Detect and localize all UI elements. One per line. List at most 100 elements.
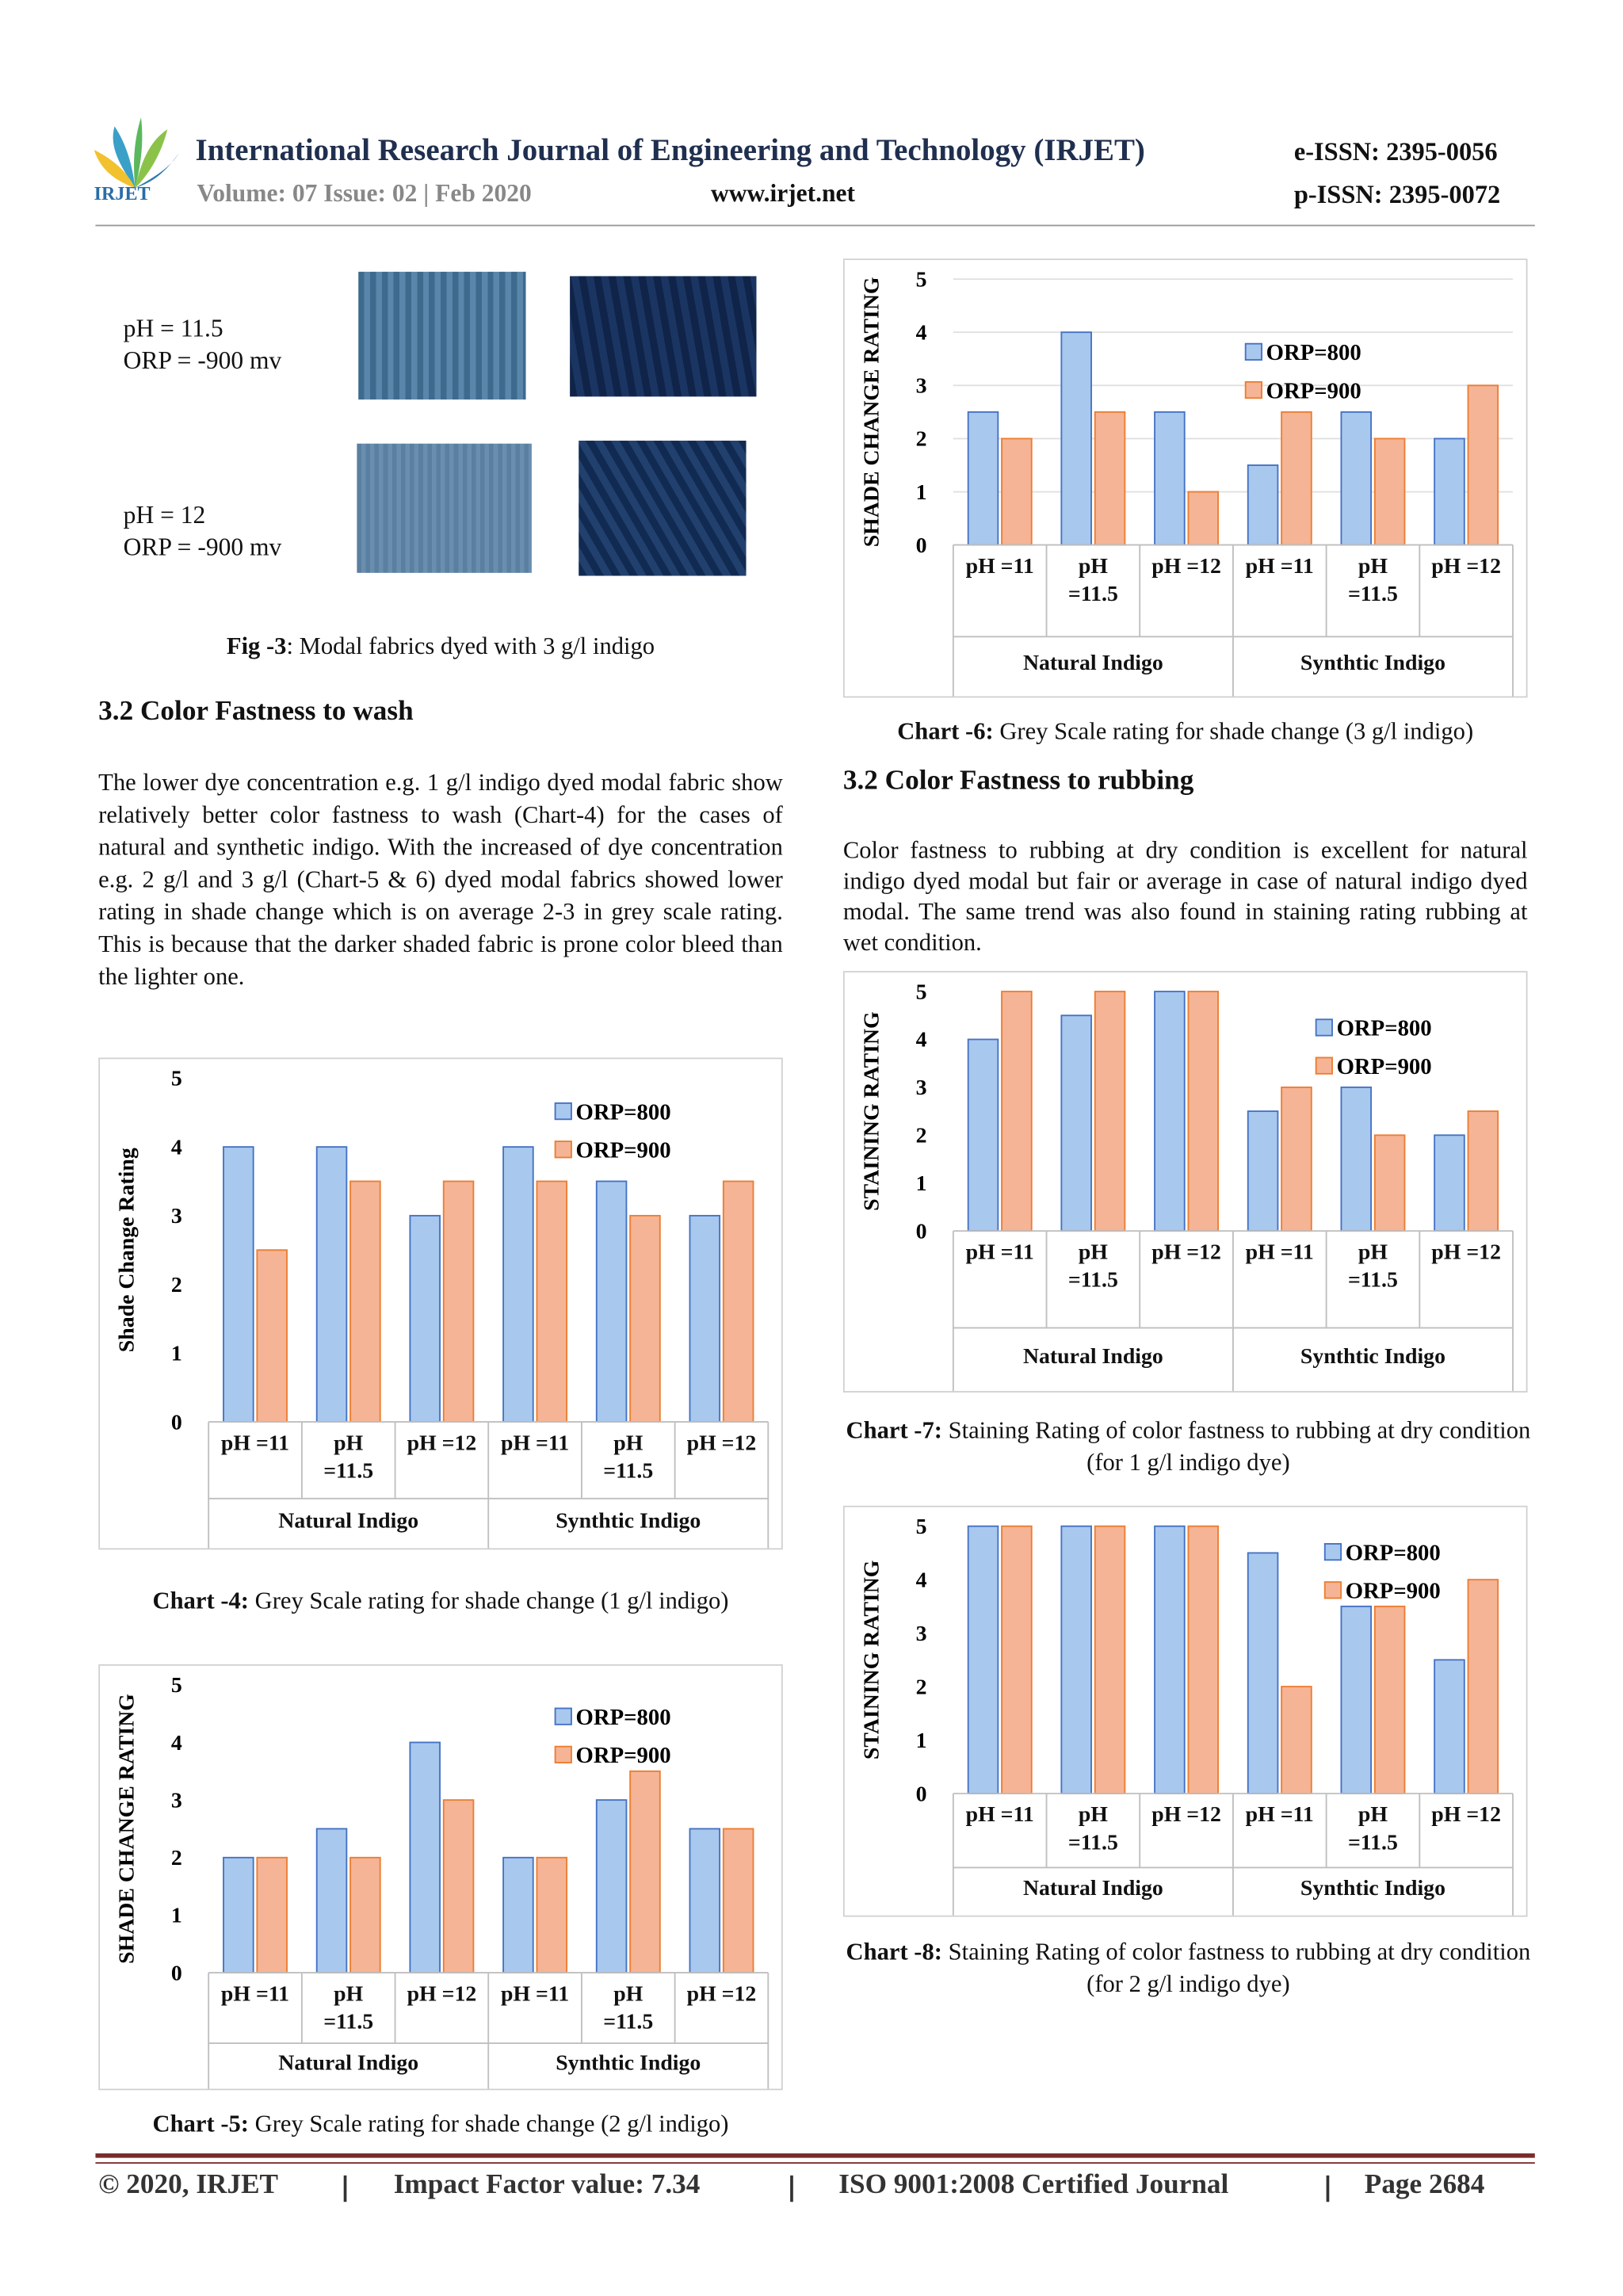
footer-iso: ISO 9001:2008 Certified Journal: [838, 2169, 1229, 2201]
bar: [595, 1799, 628, 1974]
bar: [1154, 411, 1186, 546]
separator: [1326, 2175, 1330, 2202]
caption-text: Grey Scale rating for shade change (3 g/…: [993, 716, 1474, 745]
bar: [1060, 1525, 1092, 1794]
bar: [1281, 1086, 1312, 1232]
bar: [1001, 1525, 1033, 1794]
bar: [223, 1856, 254, 1974]
bar: [1094, 991, 1126, 1232]
bar: [536, 1180, 568, 1423]
chart-border: [98, 1664, 783, 2091]
bar: [595, 1180, 628, 1423]
y-tick-label: 0: [916, 1219, 927, 1244]
legend-label: ORP=900: [1337, 1054, 1432, 1079]
bar: [315, 1828, 348, 1974]
separator: [343, 2175, 347, 2202]
bar: [1373, 437, 1406, 546]
y-axis-label: SHADE CHANGE RATING: [115, 1694, 139, 1964]
eissn: e-ISSN: 2395-0056: [1293, 136, 1498, 166]
x-tick-text: pH =11: [965, 1803, 1034, 1828]
caption-text: Staining Rating of color fastness to rub…: [941, 1937, 1531, 1998]
caption-label: Chart -5:: [152, 2109, 250, 2137]
x-tick-text: pH =11: [501, 1432, 570, 1456]
y-axis-label: Shade Change Rating: [115, 1148, 139, 1352]
group-label: Synthtic Indigo: [556, 1509, 701, 1534]
x-tick-label: pH =11.5: [1327, 1802, 1420, 1858]
group-label: Natural Indigo: [1022, 1345, 1163, 1370]
bar: [223, 1146, 254, 1423]
caption-label: Chart -8:: [846, 1937, 942, 1966]
legend-label: ORP=800: [576, 1099, 671, 1125]
bar: [1187, 1525, 1220, 1794]
y-tick-label: 1: [171, 1904, 182, 1928]
bar: [1340, 411, 1373, 546]
bar: [1154, 991, 1186, 1232]
bar: [1340, 1605, 1373, 1794]
x-tick-text: pH =11: [1245, 1803, 1314, 1828]
legend-label: ORP=800: [1346, 1540, 1441, 1565]
bar: [349, 1180, 381, 1423]
bar: [256, 1249, 288, 1423]
x-tick-text: pH =11: [1245, 1241, 1314, 1265]
x-tick-text: pH =12: [1431, 555, 1501, 579]
paragraph: The lower dye concentration e.g. 1 g/l i…: [98, 768, 783, 991]
x-tick-label: pH =11.5: [302, 1431, 395, 1486]
y-tick-label: 4: [916, 1028, 927, 1052]
y-tick-label: 4: [171, 1731, 182, 1755]
bar: [1281, 1686, 1312, 1794]
x-tick-text: pH =11: [965, 1241, 1034, 1265]
x-tick-label: pH =11: [1233, 1240, 1327, 1267]
x-tick-label: pH =11: [488, 1431, 582, 1458]
x-tick-label: pH =12: [1140, 554, 1233, 582]
orp: ORP = -900 mv: [123, 533, 282, 561]
x-tick-text: pH =11: [965, 555, 1034, 579]
y-tick-label: 2: [916, 1124, 927, 1148]
bar: [1154, 1525, 1186, 1794]
y-tick-label: 4: [916, 321, 927, 346]
fabric-image: [570, 276, 757, 397]
fabric-image: [358, 271, 526, 400]
section-heading: 3.2 Color Fastness to rubbing: [842, 765, 1194, 797]
legend-swatch: [1315, 1056, 1333, 1075]
ph: pH = 12: [123, 501, 206, 529]
x-tick-label: pH =12: [1419, 1240, 1513, 1267]
bar: [442, 1799, 475, 1974]
y-tick-label: 1: [171, 1342, 182, 1366]
legend-label: ORP=800: [1337, 1016, 1432, 1041]
x-tick-text: pH =12: [686, 1432, 757, 1456]
y-tick-label: 0: [171, 1961, 182, 1985]
chart-caption: Chart -7: Staining Rating of color fastn…: [843, 1415, 1533, 1480]
bar: [502, 1856, 534, 1974]
x-tick-label: pH =11: [1233, 1802, 1327, 1830]
legend-swatch: [554, 1102, 572, 1121]
bar: [1340, 1086, 1373, 1232]
chart-border: [842, 258, 1528, 698]
group-label: Synthtic Indigo: [1300, 652, 1446, 676]
legend-swatch: [1244, 342, 1262, 361]
y-axis-label: STAINING RATING: [859, 1011, 884, 1211]
caption-text: Staining Rating of color fastness to rub…: [941, 1415, 1531, 1477]
bar: [442, 1180, 475, 1423]
group-label: Synthtic Indigo: [1300, 1345, 1446, 1370]
x-tick-text: pH =11.5: [323, 1983, 374, 2034]
fabric-image: [579, 441, 747, 576]
bar: [1467, 384, 1499, 546]
x-tick-text: pH =12: [686, 1983, 757, 2007]
chart: 0 1 2 3 4 5 SHADE CHANGE RATING ORP=800 ORP=900: [842, 258, 1528, 698]
y-tick-label: 1: [916, 1729, 927, 1753]
y-tick-label: 5: [916, 980, 927, 1004]
x-tick-text: pH =11.5: [603, 1432, 654, 1484]
y-tick-label: 2: [916, 427, 927, 452]
bar: [629, 1770, 661, 1974]
bar: [1247, 1110, 1279, 1232]
bar: [1281, 411, 1312, 546]
y-tick-label: 0: [916, 533, 927, 558]
pissn: p-ISSN: 2395-0072: [1293, 179, 1501, 209]
x-tick-text: pH =12: [1151, 1241, 1221, 1265]
chart-caption: Chart -6: Grey Scale rating for shade ch…: [843, 716, 1528, 746]
x-tick-text: pH =12: [1431, 1803, 1501, 1828]
footer-rule: [95, 2153, 1535, 2158]
caption-text: Grey Scale rating for shade change (1 g/…: [249, 1586, 729, 1614]
bar: [1434, 437, 1465, 546]
